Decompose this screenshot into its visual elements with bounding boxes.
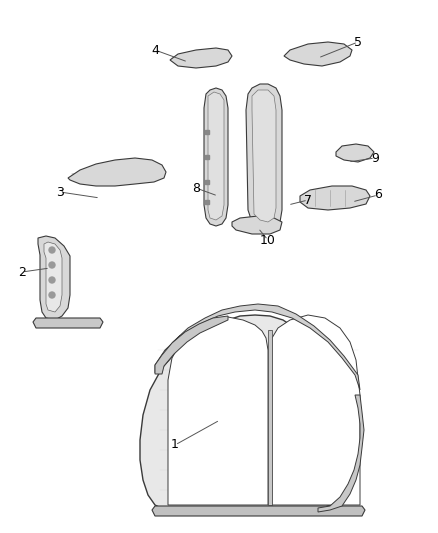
Bar: [205, 180, 209, 184]
Text: 2: 2: [18, 265, 26, 279]
Bar: [205, 200, 209, 204]
Circle shape: [49, 247, 55, 253]
Polygon shape: [208, 92, 224, 220]
Text: 9: 9: [371, 151, 379, 165]
Polygon shape: [68, 158, 166, 186]
Text: 4: 4: [151, 44, 159, 56]
Polygon shape: [38, 236, 70, 320]
Circle shape: [49, 292, 55, 298]
Bar: [205, 155, 209, 159]
Polygon shape: [155, 304, 360, 390]
Polygon shape: [155, 316, 228, 374]
Polygon shape: [272, 315, 360, 505]
Polygon shape: [140, 315, 360, 510]
Text: 1: 1: [171, 439, 179, 451]
Circle shape: [49, 262, 55, 268]
Text: 3: 3: [56, 185, 64, 198]
Bar: [205, 130, 209, 134]
Polygon shape: [170, 48, 232, 68]
Text: 5: 5: [354, 36, 362, 49]
Polygon shape: [246, 84, 282, 230]
Polygon shape: [168, 317, 268, 505]
Polygon shape: [232, 216, 282, 234]
Text: 7: 7: [304, 193, 312, 206]
Polygon shape: [284, 42, 352, 66]
Circle shape: [49, 277, 55, 283]
Text: 6: 6: [374, 189, 382, 201]
Text: 10: 10: [260, 233, 276, 246]
Polygon shape: [268, 330, 272, 505]
Polygon shape: [152, 506, 365, 516]
Polygon shape: [300, 186, 370, 210]
Polygon shape: [33, 318, 103, 328]
Polygon shape: [44, 242, 62, 312]
Polygon shape: [336, 144, 374, 162]
Polygon shape: [204, 88, 228, 226]
Polygon shape: [252, 90, 276, 222]
Text: 8: 8: [192, 182, 200, 195]
Polygon shape: [318, 395, 364, 512]
